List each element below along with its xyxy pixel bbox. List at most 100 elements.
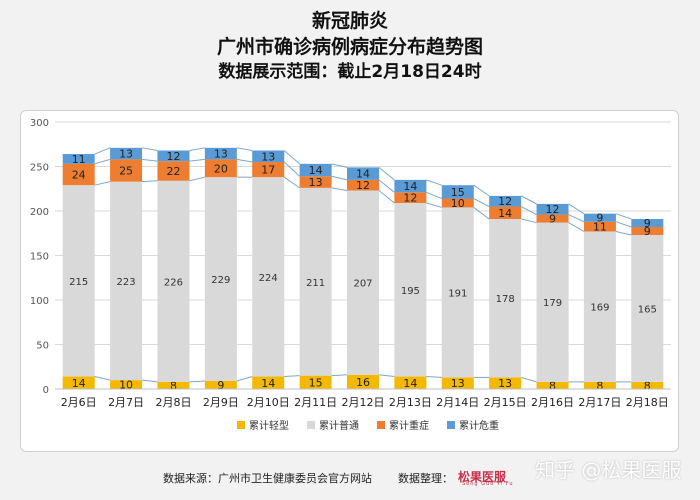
chart-subtitle: 广州市确诊病例病症分布趋势图 bbox=[216, 36, 483, 58]
data-label: 12 bbox=[356, 179, 370, 192]
connector-line bbox=[378, 179, 395, 193]
bar-segment-1 bbox=[347, 374, 379, 389]
connector-line bbox=[378, 167, 395, 181]
y-tick-label: 150 bbox=[30, 252, 49, 263]
chart-date-range: 数据展示范围：截止2月18日24时 bbox=[218, 62, 482, 82]
connector-line bbox=[568, 214, 585, 223]
bar-segment-4 bbox=[583, 213, 616, 222]
bar-segment-4 bbox=[299, 163, 332, 177]
bar-segment-4 bbox=[62, 154, 95, 164]
connector-line bbox=[568, 203, 585, 215]
bar-segment-3 bbox=[62, 163, 95, 186]
bar-segment-3 bbox=[631, 227, 664, 236]
data-label: 191 bbox=[448, 288, 467, 299]
data-label: 14 bbox=[261, 377, 275, 390]
data-label: 12 bbox=[546, 203, 560, 216]
connector-line bbox=[331, 187, 348, 192]
connector-line bbox=[189, 158, 205, 162]
logo-text: 松果医服 bbox=[458, 470, 507, 484]
data-label: 11 bbox=[593, 221, 607, 234]
bar-segment-2 bbox=[631, 235, 664, 382]
data-label: 10 bbox=[119, 379, 133, 392]
data-label: 215 bbox=[69, 277, 88, 288]
x-tick-label: 2月12日 bbox=[342, 396, 385, 409]
x-tick-label: 2月11日 bbox=[294, 396, 337, 409]
y-tick-label: 200 bbox=[30, 207, 49, 218]
bar-segment-2 bbox=[536, 222, 569, 382]
bar-segment-3 bbox=[441, 198, 474, 208]
data-source-text: 数据来源：广州市卫生健康委员会官方网站 bbox=[163, 472, 372, 485]
legend-swatch bbox=[377, 421, 385, 429]
data-label: 8 bbox=[170, 379, 177, 392]
data-label: 15 bbox=[451, 186, 465, 199]
data-label: 8 bbox=[644, 379, 651, 392]
data-label: 9 bbox=[217, 379, 224, 392]
bar-segment-2 bbox=[204, 177, 237, 381]
bar-segment-3 bbox=[347, 179, 379, 191]
connector-line bbox=[473, 207, 490, 220]
data-label: 207 bbox=[353, 279, 372, 290]
x-tick-label: 2月16日 bbox=[531, 396, 574, 409]
connector-line bbox=[378, 374, 395, 378]
bar-segment-2 bbox=[252, 177, 285, 377]
data-label: 179 bbox=[543, 298, 562, 309]
data-label: 9 bbox=[549, 213, 556, 226]
data-label: 9 bbox=[644, 225, 651, 238]
bar-segment-3 bbox=[583, 221, 616, 232]
logo-subtext: Song Guo Yi Fu bbox=[462, 481, 514, 487]
data-label: 20 bbox=[214, 162, 228, 175]
bar-segment-4 bbox=[347, 167, 379, 180]
bar-segment-2 bbox=[110, 181, 143, 381]
connector-line bbox=[426, 191, 442, 200]
data-label: 12 bbox=[498, 195, 512, 208]
bar-segment-1 bbox=[62, 376, 95, 389]
connector-line bbox=[615, 230, 632, 236]
bar-segment-4 bbox=[394, 179, 427, 193]
data-label: 12 bbox=[403, 192, 417, 205]
connector-line bbox=[142, 158, 158, 162]
connector-line bbox=[426, 376, 442, 378]
connector-line bbox=[94, 147, 111, 155]
data-label: 17 bbox=[261, 164, 275, 177]
connector-line bbox=[189, 380, 205, 383]
data-label: 224 bbox=[259, 273, 278, 284]
legend-swatch bbox=[447, 421, 455, 429]
bar-segment-1 bbox=[583, 381, 616, 389]
y-tick-label: 250 bbox=[30, 163, 49, 174]
bar-segment-2 bbox=[583, 231, 616, 382]
connector-line bbox=[331, 374, 348, 377]
data-label: 22 bbox=[166, 165, 180, 178]
y-tick-label: 100 bbox=[30, 296, 49, 307]
data-organizer-label: 数据整理： bbox=[398, 472, 453, 485]
chart-titles: 新冠肺炎 广州市确诊病例病症分布趋势图 数据展示范围：截止2月18日24时 bbox=[0, 8, 700, 84]
bar-segment-4 bbox=[157, 150, 190, 162]
connector-line bbox=[473, 184, 490, 197]
connector-line bbox=[520, 195, 537, 205]
data-label: 178 bbox=[496, 294, 515, 305]
chart-title: 新冠肺炎 bbox=[311, 10, 388, 32]
connector-line bbox=[378, 190, 395, 204]
data-label: 14 bbox=[309, 164, 323, 177]
bar-segment-2 bbox=[347, 190, 379, 375]
connector-line bbox=[331, 163, 348, 168]
data-label: 13 bbox=[119, 148, 133, 161]
connector-line bbox=[473, 198, 490, 207]
data-label: 15 bbox=[309, 376, 323, 389]
songguo-logo: 松果医服 Song Guo Yi Fu bbox=[458, 466, 518, 488]
legend-label: 累计普通 bbox=[319, 419, 359, 432]
x-tick-label: 2月9日 bbox=[203, 396, 239, 409]
bar-segment-1 bbox=[157, 381, 190, 389]
connector-line bbox=[142, 379, 158, 383]
connector-line bbox=[94, 158, 111, 165]
bar-segment-4 bbox=[110, 147, 143, 160]
data-label: 223 bbox=[117, 277, 136, 288]
data-label: 195 bbox=[401, 286, 420, 297]
bar-segment-2 bbox=[157, 180, 190, 382]
bar-segment-4 bbox=[204, 147, 237, 160]
connector-line bbox=[283, 161, 300, 177]
legend-label: 累计重症 bbox=[389, 419, 429, 432]
data-label: 8 bbox=[549, 379, 556, 392]
zhihu-watermark: 知乎 @松果医服 bbox=[535, 458, 682, 482]
data-label: 165 bbox=[638, 304, 657, 315]
connector-line bbox=[521, 218, 537, 224]
